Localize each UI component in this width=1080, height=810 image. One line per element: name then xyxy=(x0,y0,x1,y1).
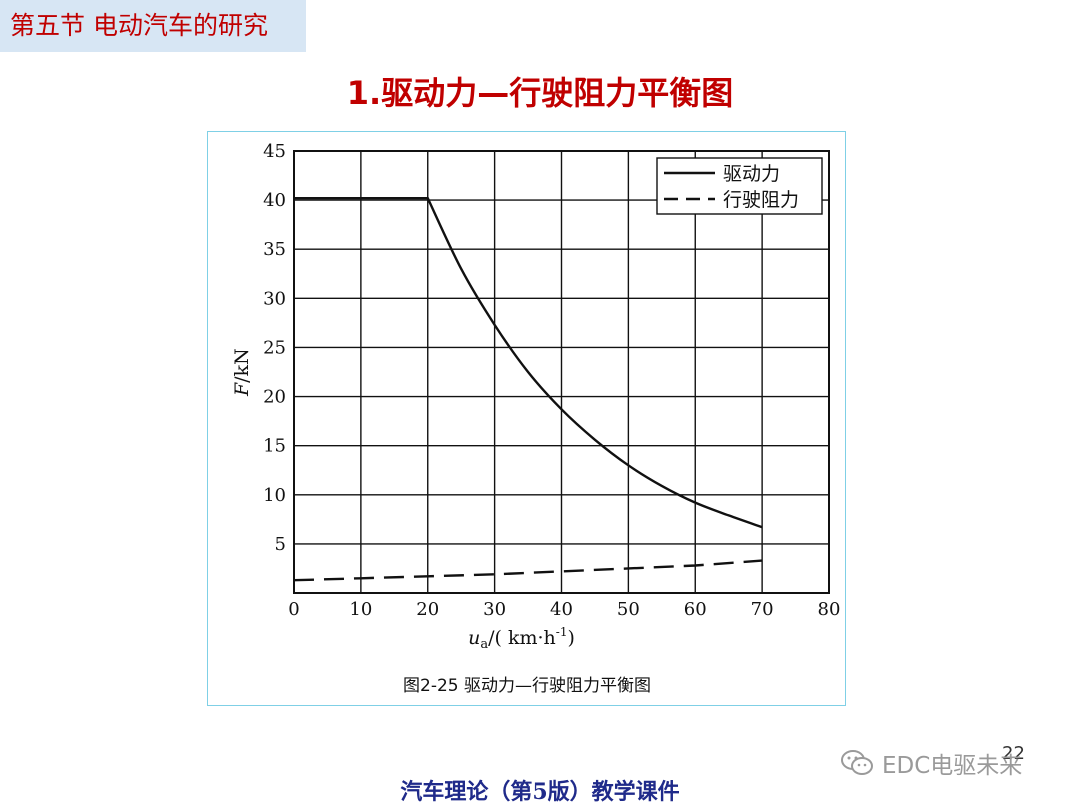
x-tick-label: 10 xyxy=(349,599,372,620)
watermark: EDC电驱未来 xyxy=(840,748,1023,779)
x-axis-label: ua/( km·h-1) xyxy=(468,625,575,652)
y-tick-label: 25 xyxy=(263,337,286,358)
course-footer: 汽车理论（第5版）教学课件 xyxy=(400,779,680,805)
x-tick-label: 70 xyxy=(751,599,774,620)
y-axis-label: F/kN xyxy=(231,348,253,397)
y-tick-label: 10 xyxy=(263,485,286,506)
watermark-text: EDC电驱未来 xyxy=(882,753,1023,779)
y-tick-label: 30 xyxy=(263,288,286,309)
series-line-2 xyxy=(293,559,763,582)
y-tick-label: 15 xyxy=(263,436,286,457)
figure-frame: 0 10 20 30 40 50 60 70 80 5 10 15 20 25 30 35 40 45 驱动力行驶… xyxy=(207,131,846,706)
x-tick-label: 50 xyxy=(617,599,640,620)
slide-title: 1.驱动力—行驶阻力平衡图 xyxy=(346,74,734,112)
y-tick-label: 5 xyxy=(275,534,286,555)
legend-box xyxy=(656,157,823,215)
x-tick-label: 30 xyxy=(483,599,506,620)
figure-caption: 图2-25 驱动力—行驶阻力平衡图 xyxy=(403,676,651,696)
x-tick-label: 80 xyxy=(818,599,841,620)
wechat-icon xyxy=(841,750,873,775)
plot-frame xyxy=(293,150,830,594)
section-label: 第五节 电动汽车的研究 xyxy=(0,0,306,52)
x-tick-label: 20 xyxy=(416,599,439,620)
legend-label: 驱动力 xyxy=(723,163,780,185)
y-tick-label: 45 xyxy=(263,141,286,162)
y-tick-label: 40 xyxy=(263,190,286,211)
x-tick-label: 60 xyxy=(684,599,707,620)
legend-label: 行驶阻力 xyxy=(723,189,799,211)
y-tick-label: 20 xyxy=(263,387,286,408)
force-balance-chart: 0 10 20 30 40 50 60 70 80 5 10 15 20 25 30 35 40 45 驱动力行驶… xyxy=(231,141,841,696)
page-number: 22 xyxy=(1002,743,1025,764)
x-tick-label: 0 xyxy=(288,599,299,620)
y-tick-label: 35 xyxy=(263,239,286,260)
x-tick-label: 40 xyxy=(550,599,573,620)
series-line-1 xyxy=(294,196,763,529)
